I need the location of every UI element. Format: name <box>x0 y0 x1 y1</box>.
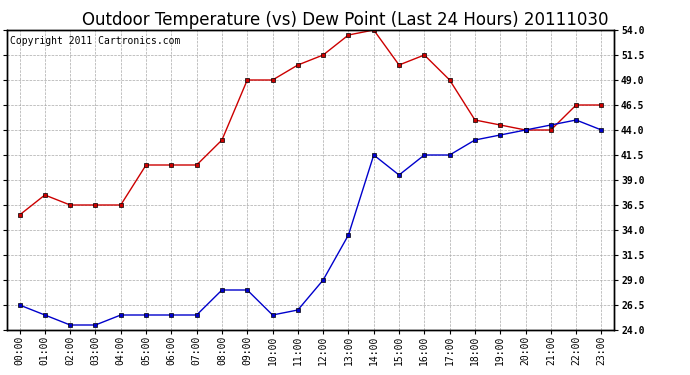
Text: Outdoor Temperature (vs) Dew Point (Last 24 Hours) 20111030: Outdoor Temperature (vs) Dew Point (Last… <box>81 11 609 29</box>
Text: Copyright 2011 Cartronics.com: Copyright 2011 Cartronics.com <box>10 36 180 46</box>
